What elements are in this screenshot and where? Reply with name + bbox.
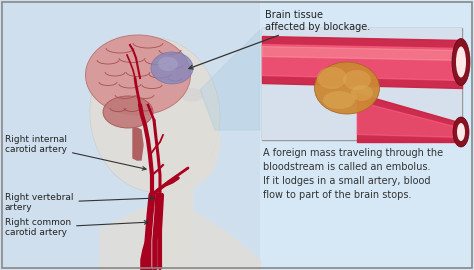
Ellipse shape [181, 88, 203, 102]
Polygon shape [133, 128, 143, 160]
Ellipse shape [457, 123, 465, 141]
Ellipse shape [452, 39, 470, 86]
Bar [262, 28, 462, 140]
Bar [0, 0, 260, 270]
Ellipse shape [453, 117, 469, 147]
Ellipse shape [351, 85, 373, 101]
Polygon shape [200, 30, 260, 130]
Polygon shape [100, 200, 260, 270]
Text: A foreign mass traveling through the
bloodstream is called an embolus.
If it lod: A foreign mass traveling through the blo… [263, 148, 443, 200]
Ellipse shape [103, 96, 153, 128]
Ellipse shape [343, 70, 371, 90]
Ellipse shape [315, 62, 380, 114]
Polygon shape [152, 162, 195, 270]
Ellipse shape [323, 91, 355, 109]
Ellipse shape [456, 46, 466, 77]
Ellipse shape [317, 67, 347, 89]
Ellipse shape [151, 52, 193, 84]
Text: Right common
carotid artery: Right common carotid artery [5, 218, 148, 237]
Bar [262, 28, 462, 140]
Text: Right internal
carotid artery: Right internal carotid artery [5, 135, 146, 170]
Polygon shape [205, 100, 217, 125]
Text: Brain tissue
affected by blockage.: Brain tissue affected by blockage. [189, 10, 370, 69]
Ellipse shape [85, 35, 191, 115]
Ellipse shape [158, 57, 178, 71]
Ellipse shape [186, 159, 214, 177]
Text: Right vertebral
artery: Right vertebral artery [5, 193, 154, 212]
Ellipse shape [90, 38, 220, 193]
Ellipse shape [150, 100, 220, 190]
